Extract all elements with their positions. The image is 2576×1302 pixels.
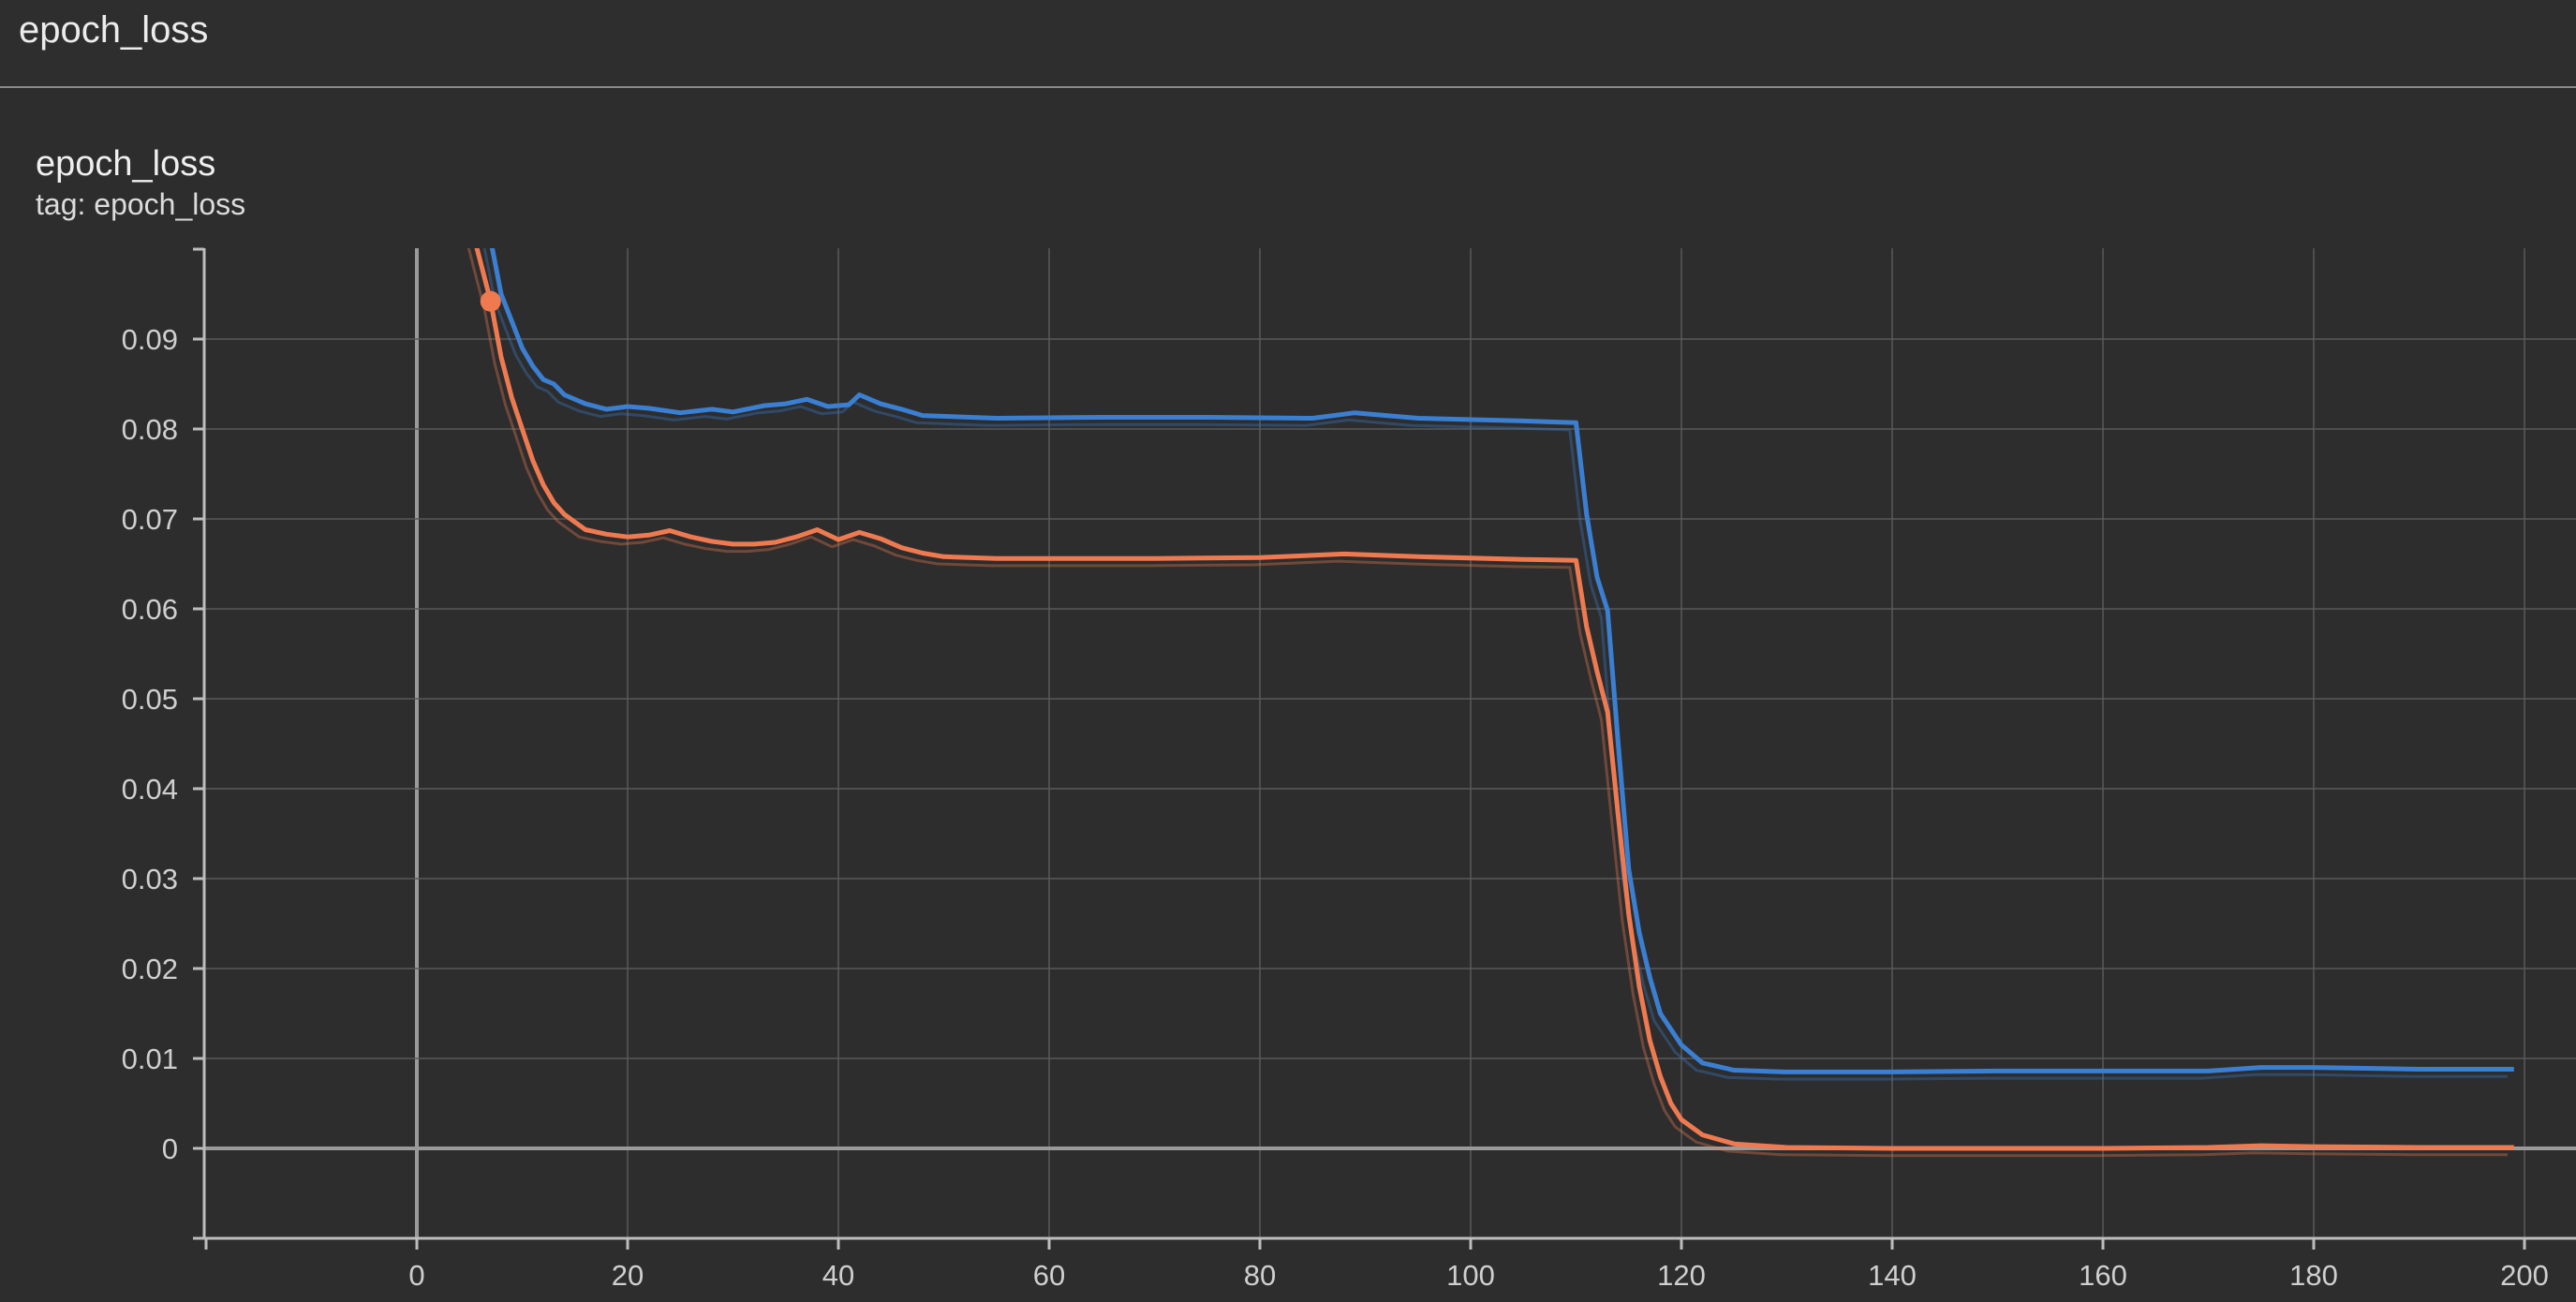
series-raw-line [466,248,2508,1158]
x-tick-label: 0 [408,1259,424,1292]
y-tick-label: 0.02 [122,953,178,985]
chart-tag: tag: epoch_loss [36,187,246,221]
y-tick-label: 0.03 [122,863,178,895]
x-tick-label: 60 [1033,1259,1065,1292]
series-raw-line [482,248,2508,1081]
hover-marker [480,290,501,312]
x-tick-label: 80 [1244,1259,1276,1292]
section-title: epoch_loss [19,9,209,51]
chart-tick-labels: 0.09 0.08 0.07 0.06 0.05 0.04 0.03 0.02 0.01 0 0 20… [122,323,2549,1292]
y-tick-label: 0.06 [122,593,178,626]
series-line [474,248,2514,1151]
chart-card: epoch_loss tag: epoch_loss [0,90,2576,1302]
y-tick-label: 0.07 [122,503,178,536]
y-tick-label: 0.04 [122,773,178,806]
x-tick-label: 40 [822,1259,854,1292]
x-tick-label: 160 [2079,1259,2127,1292]
x-tick-label: 140 [1868,1259,1917,1292]
x-tick-label: 120 [1657,1259,1706,1292]
x-tick-label: 180 [2289,1259,2338,1292]
dashboard-header: epoch_loss [0,0,2576,88]
y-tick-label: 0.05 [122,683,178,716]
y-tick-label: 0.09 [122,323,178,356]
x-tick-label: 20 [612,1259,644,1292]
chart-grid [204,248,2576,1238]
x-tick-label: 200 [2500,1259,2549,1292]
y-tick-label: 0.01 [122,1043,178,1075]
chart-series [466,248,2514,1158]
chart-title: epoch_loss [36,144,216,184]
x-tick-label: 100 [1446,1259,1495,1292]
series-line [489,248,2514,1074]
y-tick-label: 0.08 [122,413,178,446]
y-tick-label: 0 [162,1132,178,1165]
chart-axes [193,247,2576,1250]
